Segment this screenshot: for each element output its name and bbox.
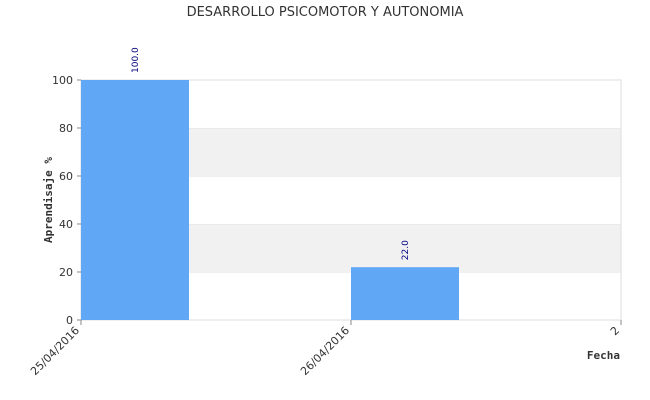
bars: 100.0 22.0 — [81, 47, 459, 320]
x-axis-label: Fecha — [587, 349, 620, 362]
bar-value-label: 22.0 — [401, 240, 411, 260]
y-axis-label: Aprendisaje % — [42, 157, 55, 243]
y-tick-label: 0 — [66, 314, 73, 327]
chart-title: DESARROLLO PSICOMOTOR Y AUTONOMIA — [187, 5, 464, 20]
bar-value-label: 100.0 — [131, 47, 141, 73]
bar — [351, 267, 459, 320]
x-tick-label: 2 — [608, 324, 622, 338]
y-tick-label: 40 — [59, 218, 73, 231]
y-tick-label: 100 — [52, 74, 73, 87]
x-axis-ticks: 25/04/2016 26/04/2016 2 — [28, 320, 622, 378]
bar — [81, 80, 189, 320]
y-axis-ticks: 0 20 40 60 80 100 — [52, 74, 81, 327]
x-tick-label: 26/04/2016 — [298, 324, 352, 378]
y-tick-label: 60 — [59, 170, 73, 183]
y-tick-label: 20 — [59, 266, 73, 279]
x-tick-label: 25/04/2016 — [28, 324, 82, 378]
y-tick-label: 80 — [59, 122, 73, 135]
